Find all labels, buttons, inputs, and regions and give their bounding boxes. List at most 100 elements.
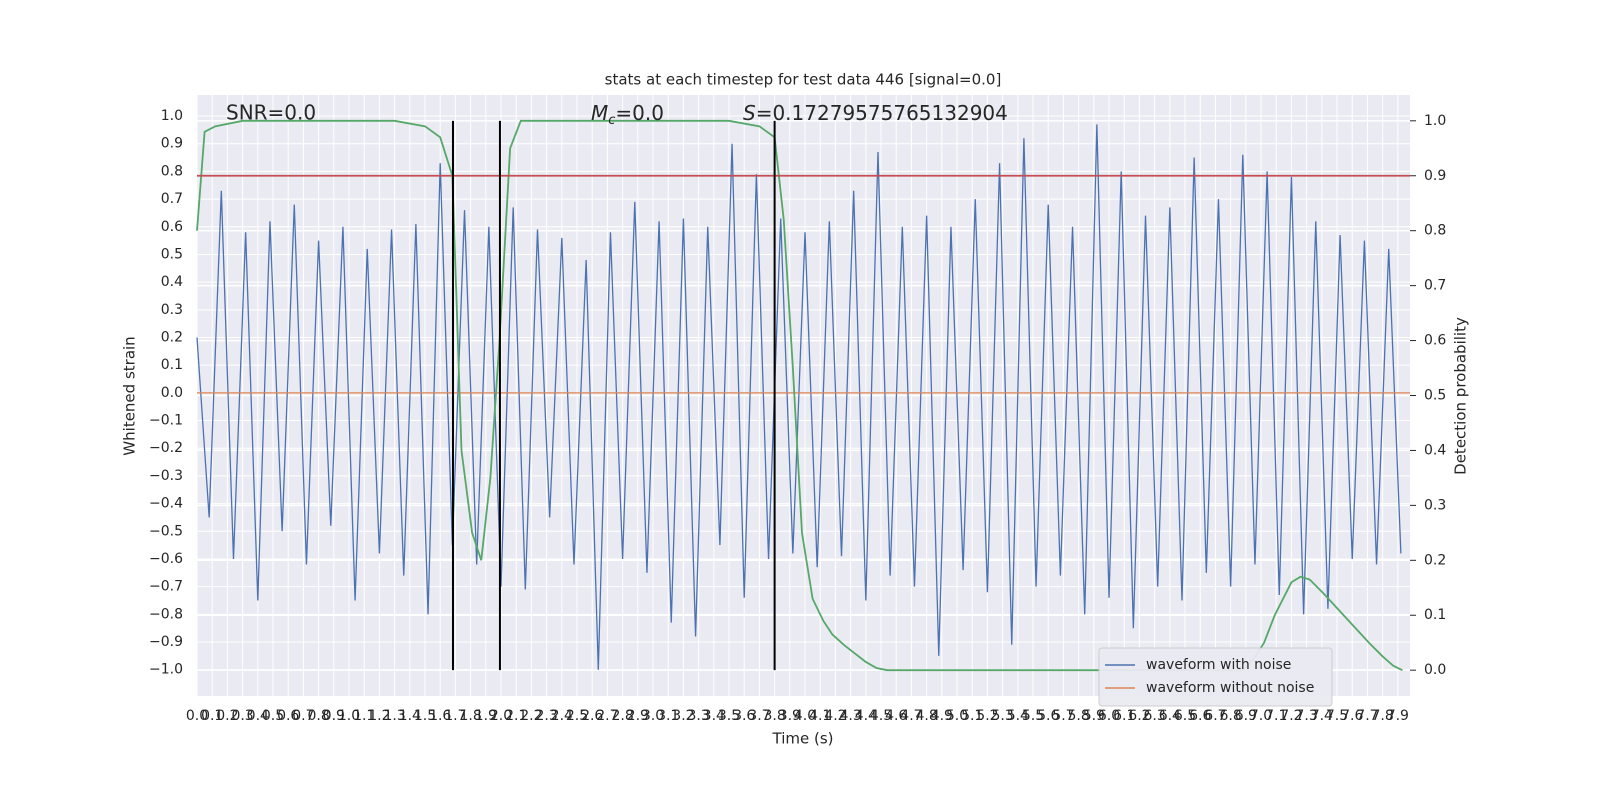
x-tick-label: 2.0 — [490, 708, 512, 724]
y2-tick-label: 0.1 — [1424, 607, 1446, 623]
x-tick-label: 3.6 — [733, 708, 755, 724]
y-tick-label: −1.0 — [149, 662, 183, 678]
y-tick-label: −0.1 — [149, 413, 183, 429]
x-tick-label: 3.7 — [748, 708, 770, 724]
x-tick-label: 5.4 — [1007, 708, 1029, 724]
y-tick-label: −0.8 — [149, 606, 183, 622]
x-tick-label: 1.4 — [399, 708, 421, 724]
y-tick-label: 0.1 — [161, 357, 183, 373]
x-tick-label: 1.0 — [338, 708, 360, 724]
x-tick-label: 6.8 — [1220, 708, 1242, 724]
y-tick-label: 0.3 — [161, 302, 183, 318]
x-tick-label: 2.6 — [581, 708, 603, 724]
x-tick-label: 7.2 — [1280, 708, 1302, 724]
x-tick-label: 4.1 — [809, 708, 831, 724]
annotation-text: =0.17279575765132904 — [756, 101, 1008, 125]
y-tick-label: −0.4 — [149, 496, 183, 512]
y-tick-label: 0.7 — [161, 191, 183, 207]
x-tick-label: 6.6 — [1189, 708, 1211, 724]
y-tick-label: −0.7 — [149, 579, 183, 595]
x-tick-label: 2.3 — [535, 708, 557, 724]
x-tick-label: 0.7 — [292, 708, 314, 724]
x-tick-label: 1.7 — [444, 708, 466, 724]
x-tick-label: 5.2 — [976, 708, 998, 724]
y2-tick-label: 0.6 — [1424, 333, 1446, 349]
x-tick-label: 6.3 — [1143, 708, 1165, 724]
y2-tick-label: 0.0 — [1424, 662, 1446, 678]
x-tick-label: 1.2 — [368, 708, 390, 724]
x-tick-label: 0.6 — [277, 708, 299, 724]
x-tick-label: 3.2 — [672, 708, 694, 724]
legend-box — [1098, 647, 1333, 707]
annotation-symbol: S — [743, 101, 756, 125]
x-tick-label: 1.6 — [429, 708, 451, 724]
x-tick-label: 7.9 — [1387, 708, 1409, 724]
x-tick-label: 5.9 — [1083, 708, 1105, 724]
x-tick-label: 0.9 — [323, 708, 345, 724]
y2-tick-label: 0.8 — [1424, 223, 1446, 239]
y-tick-label: 0.9 — [161, 136, 183, 152]
x-tick-label: 6.7 — [1204, 708, 1226, 724]
y2-tick-label: 0.4 — [1424, 442, 1446, 458]
y2-tick-label: 0.2 — [1424, 552, 1446, 568]
x-tick-label: 6.5 — [1174, 708, 1196, 724]
x-tick-label: 0.3 — [231, 708, 253, 724]
x-tick-label: 2.5 — [566, 708, 588, 724]
y-tick-label: 0.6 — [161, 219, 183, 235]
annotation: SNR=0.0 — [226, 101, 316, 125]
legend-label: waveform without noise — [1146, 680, 1314, 696]
x-tick-label: 3.9 — [779, 708, 801, 724]
x-tick-label: 3.5 — [718, 708, 740, 724]
x-tick-label: 0.5 — [262, 708, 284, 724]
x-tick-label: 0.1 — [201, 708, 223, 724]
y-tick-label: −0.9 — [149, 634, 183, 650]
x-tick-label: 4.7 — [900, 708, 922, 724]
x-tick-label: 3.3 — [687, 708, 709, 724]
y-tick-label: −0.5 — [149, 523, 183, 539]
x-tick-label: 2.8 — [611, 708, 633, 724]
x-tick-label: 0.0 — [186, 708, 208, 724]
x-tick-label: 7.4 — [1311, 708, 1333, 724]
x-tick-label: 3.0 — [642, 708, 664, 724]
x-tick-label: 2.9 — [627, 708, 649, 724]
x-tick-label: 5.5 — [1022, 708, 1044, 724]
y-tick-label: −0.2 — [149, 440, 183, 456]
x-tick-label: 1.8 — [459, 708, 481, 724]
x-tick-label: 4.4 — [855, 708, 877, 724]
y-tick-label: 0.8 — [161, 163, 183, 179]
x-tick-label: 0.8 — [307, 708, 329, 724]
annotation-subscript: c — [608, 113, 615, 128]
x-tick-label: 4.2 — [824, 708, 846, 724]
x-tick-label: 4.5 — [870, 708, 892, 724]
x-tick-label: 1.9 — [475, 708, 497, 724]
x-tick-label: 7.7 — [1356, 708, 1378, 724]
y-tick-label: 0.0 — [161, 385, 183, 401]
x-tick-label: 0.2 — [216, 708, 238, 724]
x-tick-label: 6.0 — [1098, 708, 1120, 724]
annotation: Mc=0.0 — [591, 101, 664, 128]
y-tick-label: 0.4 — [161, 274, 183, 290]
x-tick-label: 2.4 — [551, 708, 573, 724]
x-tick-label: 2.1 — [505, 708, 527, 724]
annotation-symbol: M — [591, 101, 608, 125]
x-tick-label: 5.3 — [991, 708, 1013, 724]
x-tick-label: 1.5 — [414, 708, 436, 724]
x-tick-label: 4.3 — [839, 708, 861, 724]
x-tick-label: 7.5 — [1326, 708, 1348, 724]
y-tick-label: −0.6 — [149, 551, 183, 567]
y2-tick-label: 0.9 — [1424, 168, 1446, 184]
y-tick-label: 0.5 — [161, 246, 183, 262]
y2-tick-label: 0.7 — [1424, 278, 1446, 294]
x-tick-label: 6.2 — [1128, 708, 1150, 724]
legend-label: waveform with noise — [1146, 657, 1291, 673]
y-tick-label: 0.2 — [161, 330, 183, 346]
x-tick-label: 5.6 — [1037, 708, 1059, 724]
annotation: S=0.17279575765132904 — [743, 101, 1008, 125]
y-tick-label: −0.3 — [149, 468, 183, 484]
x-tick-label: 5.7 — [1052, 708, 1074, 724]
annotation-text: =0.0 — [615, 101, 664, 125]
x-tick-label: 7.8 — [1372, 708, 1394, 724]
x-tick-label: 0.4 — [247, 708, 269, 724]
x-axis-label: Time (s) — [772, 730, 834, 748]
x-tick-label: 2.2 — [520, 708, 542, 724]
